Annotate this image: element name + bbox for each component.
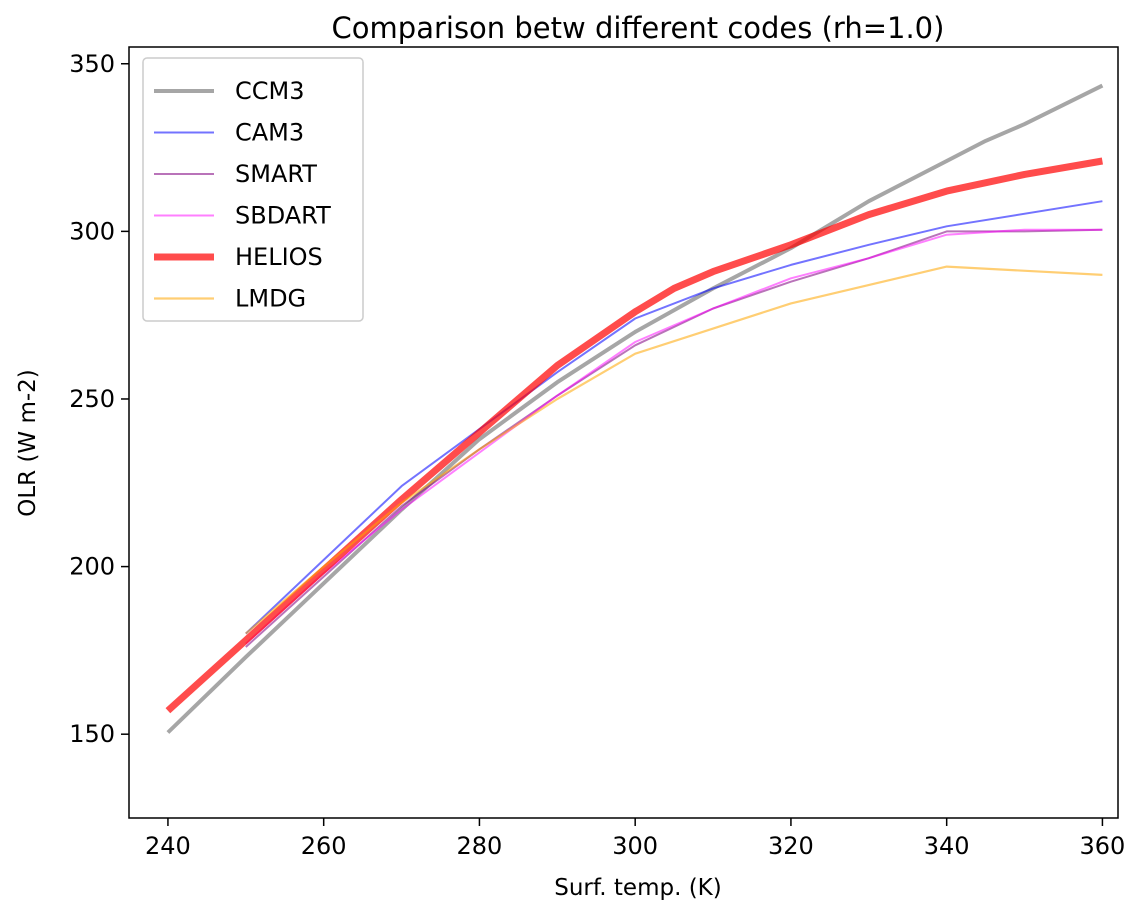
series-line-helios (165, 157, 1103, 714)
y-tick-label: 300 (69, 217, 115, 245)
legend: CCM3 CAM3 SMART SBDART HELIOS LMDG (142, 57, 364, 322)
x-tick-label: 260 (301, 832, 347, 860)
series-line-cam3 (245, 200, 1103, 635)
x-tick-label: 240 (145, 832, 191, 860)
series-line-smart (245, 228, 1103, 648)
chart-title: Comparison betw different codes (rh=1.0) (332, 11, 945, 45)
x-axis: 240 260 280 300 320 340 360 (145, 818, 1125, 860)
x-axis-title: Surf. temp. (K) (554, 875, 722, 901)
legend-label-helios: HELIOS (235, 243, 323, 271)
y-tick-label: 350 (69, 50, 115, 78)
x-tick-label: 340 (924, 832, 970, 860)
legend-label-ccm3: CCM3 (235, 77, 305, 105)
x-tick-label: 320 (768, 832, 814, 860)
y-tick-label: 200 (69, 553, 115, 581)
x-tick-label: 360 (1080, 832, 1126, 860)
legend-label-smart: SMART (235, 160, 317, 188)
series-line-lmdg (245, 265, 1103, 635)
series-line-sbdart (245, 228, 1103, 645)
legend-label-sbdart: SBDART (235, 202, 331, 230)
legend-label-cam3: CAM3 (235, 119, 304, 147)
x-tick-label: 300 (612, 832, 658, 860)
legend-label-lmdg: LMDG (235, 285, 306, 313)
y-axis-title: OLR (W m-2) (15, 369, 41, 517)
y-tick-label: 250 (69, 385, 115, 413)
series-line-ccm3 (166, 83, 1104, 734)
plot-frame (128, 46, 1119, 819)
y-axis: 150 200 250 300 350 (69, 50, 129, 748)
y-tick-label: 150 (69, 720, 115, 748)
plot-lines (165, 83, 1104, 734)
x-tick-label: 280 (457, 832, 503, 860)
